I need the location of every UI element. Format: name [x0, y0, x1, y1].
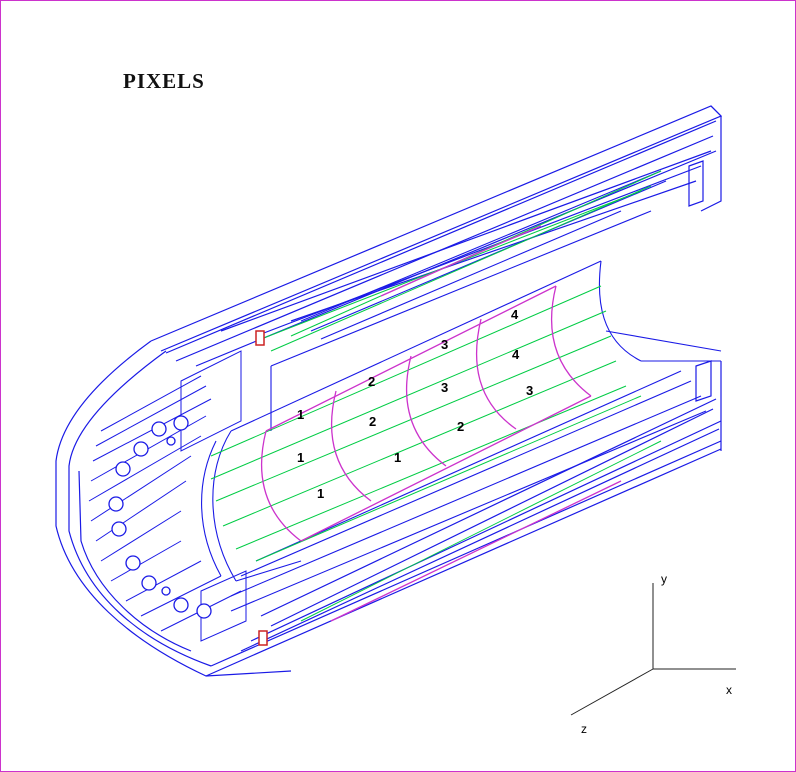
flanges: [255, 330, 268, 646]
module-label: 2: [368, 374, 375, 389]
z-axis-label: z: [581, 722, 587, 736]
module-label: 4: [511, 307, 519, 322]
module-label: 3: [441, 337, 448, 352]
module-label: 1: [297, 407, 304, 422]
module-label: 3: [441, 380, 448, 395]
y-axis-label: y: [661, 572, 667, 586]
cooling-tubes: [108, 415, 212, 619]
module-label: 2: [369, 414, 376, 429]
module-label: 4: [512, 347, 520, 362]
module-label: 3: [526, 383, 533, 398]
module-label: 1: [317, 486, 324, 501]
module-labels: 1 2 3 4 1 2 3 4 1 2 3 1: [297, 307, 533, 501]
module-label: 1: [394, 450, 401, 465]
x-axis-label: x: [726, 683, 732, 697]
coordinate-axes: [570, 583, 736, 716]
end-brackets: [688, 160, 712, 402]
inner-barrel: [201, 170, 722, 612]
module-label: 2: [457, 419, 464, 434]
module-label: 1: [297, 450, 304, 465]
diagram-title: PIXELS: [123, 69, 205, 93]
module-boundaries: [260, 225, 622, 622]
outer-shell: [55, 105, 723, 677]
z-axis-line: [570, 668, 654, 716]
